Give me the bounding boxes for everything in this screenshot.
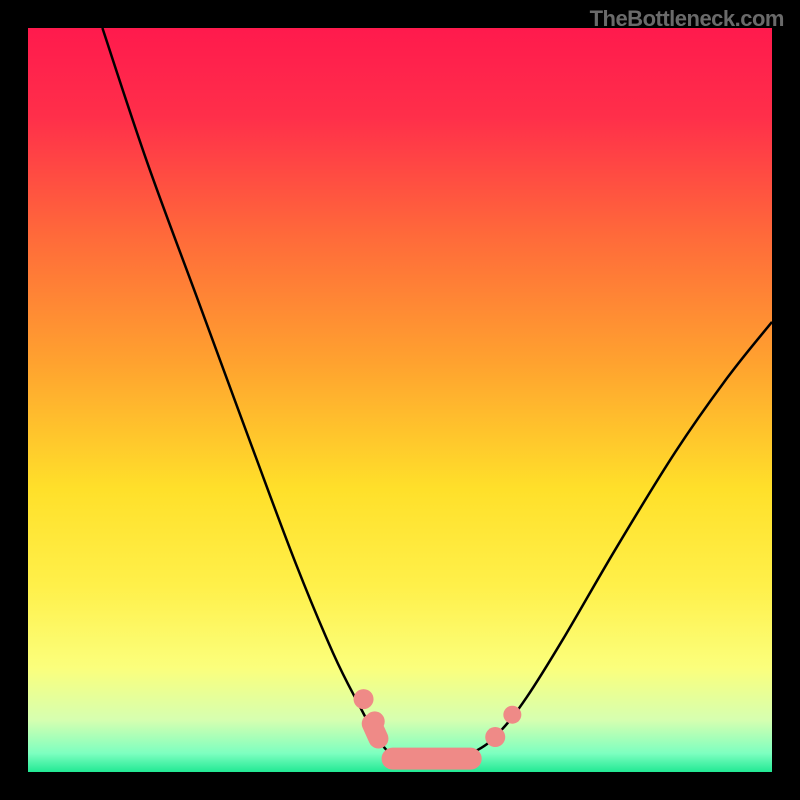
marker-dot [485, 727, 505, 747]
attribution-text: TheBottleneck.com [590, 6, 784, 32]
bottleneck-chart [0, 0, 800, 800]
marker-dot [354, 689, 374, 709]
marker-capsule [372, 724, 379, 739]
chart-container: TheBottleneck.com [0, 0, 800, 800]
marker-dot [503, 706, 521, 724]
